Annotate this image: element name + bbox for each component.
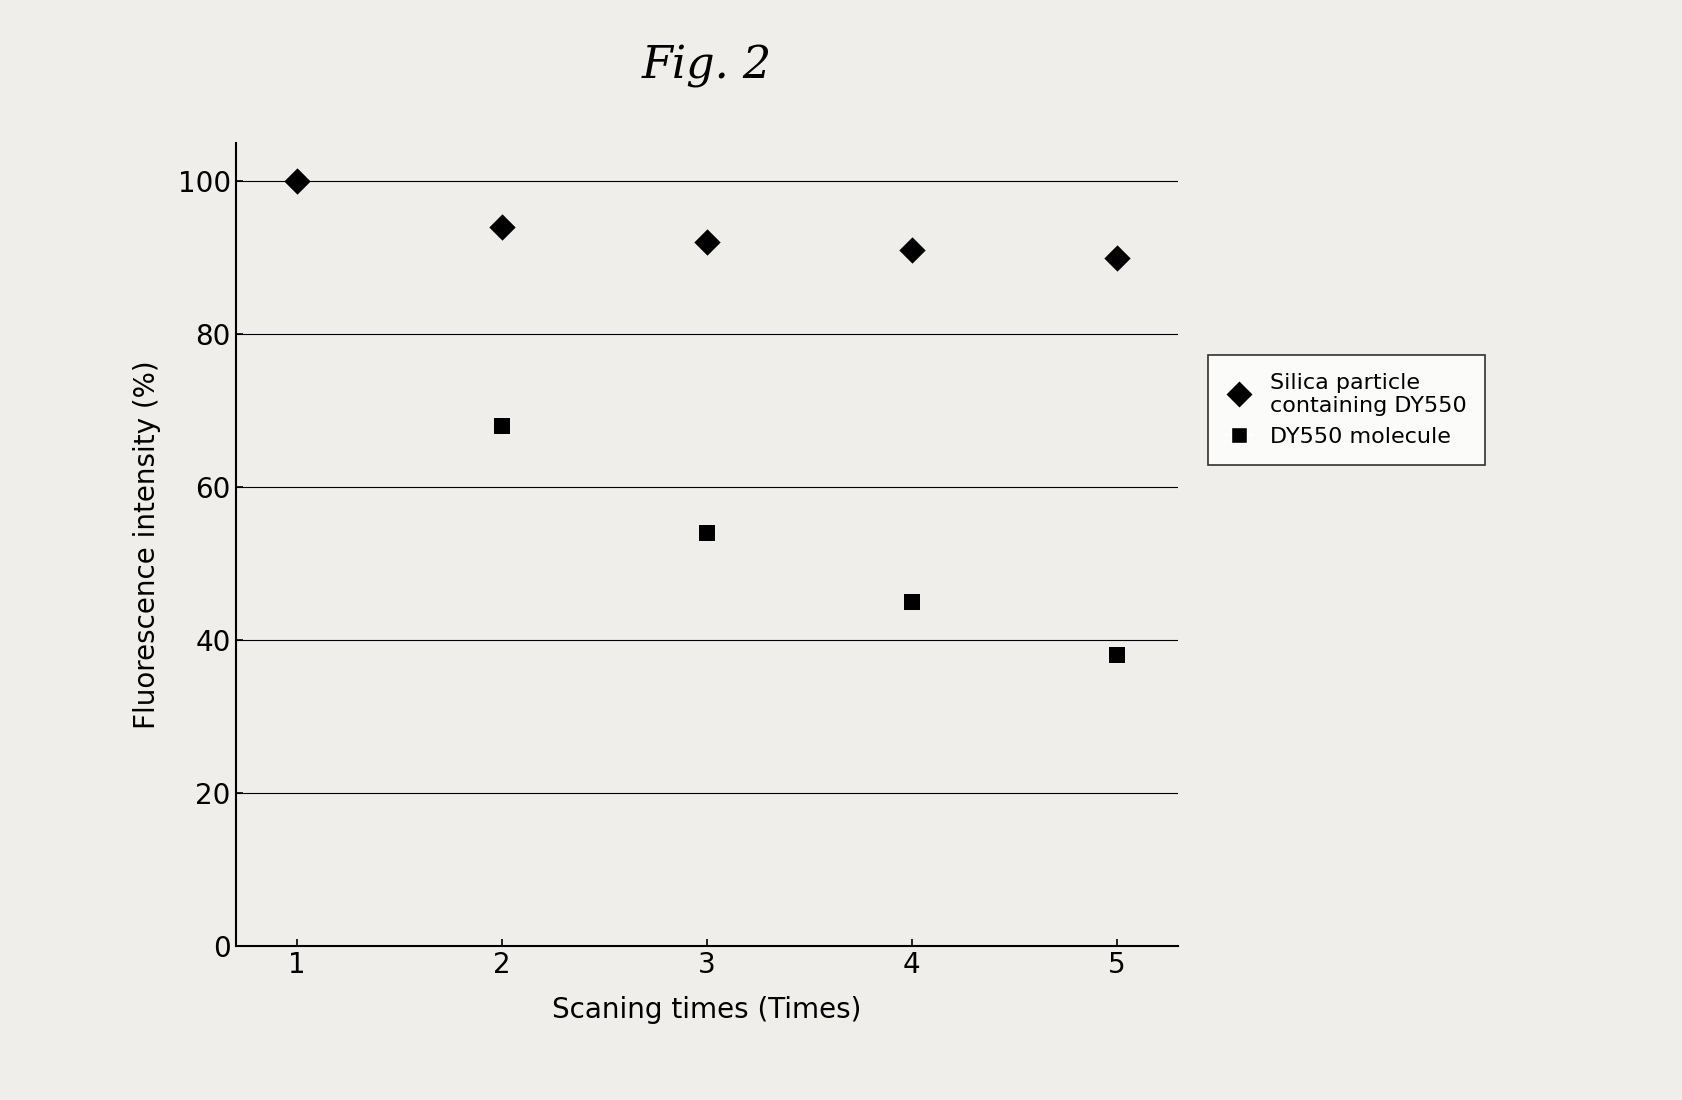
Silica particle
containing DY550 bbox=[488, 218, 515, 235]
Silica particle
containing DY550 bbox=[284, 173, 311, 190]
DY550 molecule bbox=[1102, 647, 1129, 664]
Y-axis label: Fluorescence intensity (%): Fluorescence intensity (%) bbox=[133, 360, 161, 729]
Silica particle
containing DY550 bbox=[1102, 249, 1129, 266]
Silica particle
containing DY550 bbox=[693, 233, 720, 251]
Silica particle
containing DY550 bbox=[898, 241, 925, 258]
DY550 molecule bbox=[693, 525, 720, 542]
Legend: Silica particle
containing DY550, DY550 molecule: Silica particle containing DY550, DY550 … bbox=[1208, 355, 1484, 464]
X-axis label: Scaning times (Times): Scaning times (Times) bbox=[552, 996, 861, 1023]
DY550 molecule bbox=[488, 417, 515, 434]
DY550 molecule bbox=[898, 593, 925, 611]
Text: Fig. 2: Fig. 2 bbox=[641, 44, 772, 88]
